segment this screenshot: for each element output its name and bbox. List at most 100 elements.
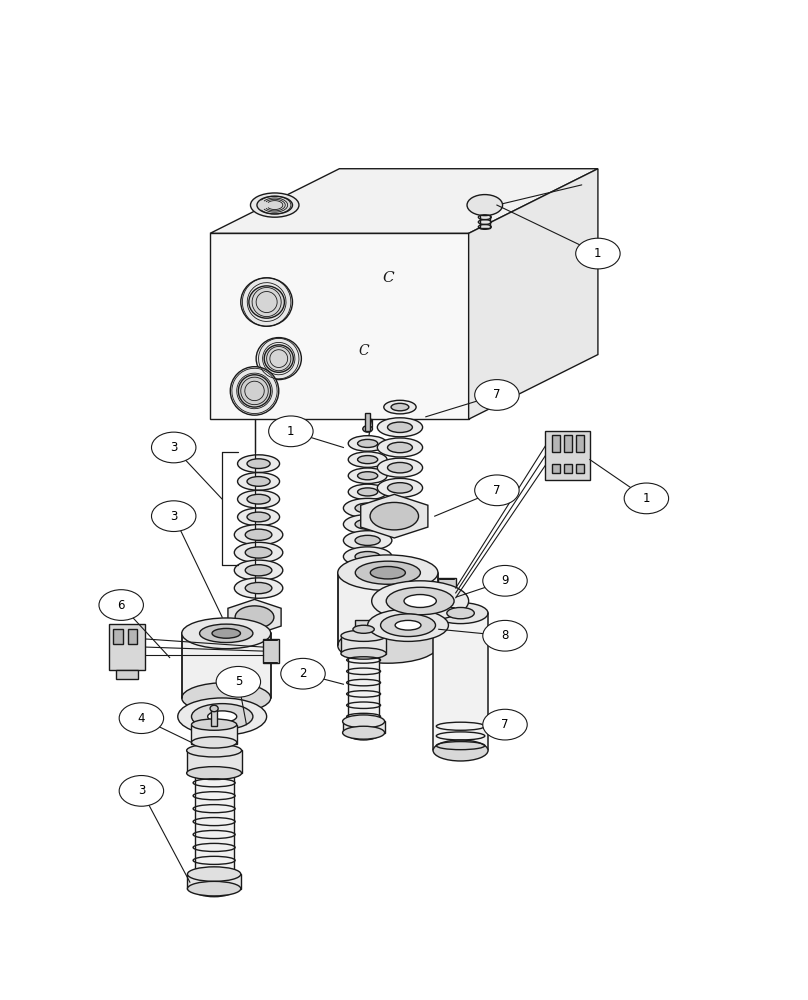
- Ellipse shape: [343, 498, 392, 518]
- Ellipse shape: [348, 484, 387, 500]
- Ellipse shape: [388, 442, 412, 453]
- Ellipse shape: [119, 776, 163, 806]
- Bar: [187, 874, 241, 889]
- Ellipse shape: [447, 607, 474, 619]
- Ellipse shape: [404, 595, 436, 607]
- Ellipse shape: [238, 375, 271, 407]
- Ellipse shape: [238, 508, 280, 526]
- Ellipse shape: [238, 455, 280, 472]
- Ellipse shape: [381, 614, 436, 637]
- Ellipse shape: [482, 565, 528, 596]
- Ellipse shape: [368, 609, 448, 641]
- Bar: [365, 413, 370, 431]
- Ellipse shape: [355, 503, 381, 513]
- Ellipse shape: [343, 547, 392, 566]
- Ellipse shape: [238, 490, 280, 508]
- Ellipse shape: [372, 581, 469, 621]
- Ellipse shape: [358, 456, 377, 464]
- Polygon shape: [228, 599, 281, 635]
- Ellipse shape: [388, 462, 412, 473]
- Ellipse shape: [433, 740, 488, 761]
- Ellipse shape: [246, 582, 271, 594]
- Bar: [128, 629, 137, 644]
- Ellipse shape: [230, 367, 279, 415]
- Ellipse shape: [363, 426, 372, 432]
- Ellipse shape: [247, 512, 270, 522]
- Ellipse shape: [386, 587, 454, 615]
- Ellipse shape: [348, 729, 379, 740]
- Ellipse shape: [152, 432, 196, 463]
- Ellipse shape: [247, 494, 270, 504]
- Ellipse shape: [475, 475, 519, 506]
- Ellipse shape: [343, 726, 385, 739]
- Polygon shape: [469, 169, 598, 419]
- Ellipse shape: [234, 542, 283, 563]
- Ellipse shape: [358, 488, 377, 496]
- Bar: [195, 773, 234, 890]
- Ellipse shape: [355, 519, 381, 529]
- Ellipse shape: [234, 578, 283, 598]
- Ellipse shape: [187, 767, 242, 780]
- Ellipse shape: [355, 552, 381, 562]
- Ellipse shape: [355, 568, 381, 578]
- Bar: [182, 633, 271, 698]
- Ellipse shape: [353, 625, 374, 633]
- Ellipse shape: [191, 704, 253, 729]
- Bar: [343, 721, 385, 733]
- Text: 2: 2: [299, 667, 307, 680]
- Text: 9: 9: [501, 574, 509, 587]
- Bar: [263, 639, 279, 663]
- Ellipse shape: [475, 380, 519, 410]
- Ellipse shape: [348, 452, 387, 467]
- Ellipse shape: [187, 881, 241, 896]
- Ellipse shape: [191, 737, 237, 748]
- Bar: [545, 431, 590, 480]
- Ellipse shape: [212, 628, 241, 638]
- Ellipse shape: [370, 502, 419, 530]
- Ellipse shape: [249, 286, 284, 318]
- Ellipse shape: [433, 603, 488, 624]
- Ellipse shape: [246, 529, 271, 540]
- Ellipse shape: [356, 561, 420, 584]
- Text: 7: 7: [501, 718, 509, 731]
- Text: 7: 7: [493, 484, 501, 497]
- Text: 8: 8: [501, 629, 509, 642]
- Ellipse shape: [281, 658, 325, 689]
- Polygon shape: [210, 169, 598, 233]
- Polygon shape: [360, 494, 428, 538]
- Ellipse shape: [191, 719, 237, 730]
- Text: C: C: [382, 271, 393, 285]
- Ellipse shape: [187, 744, 242, 757]
- Bar: [552, 435, 560, 452]
- Ellipse shape: [187, 867, 241, 881]
- Bar: [480, 213, 490, 228]
- Ellipse shape: [338, 628, 438, 663]
- Bar: [564, 464, 572, 473]
- Ellipse shape: [625, 483, 669, 514]
- Ellipse shape: [152, 501, 196, 532]
- Text: 1: 1: [642, 492, 650, 505]
- Ellipse shape: [235, 606, 274, 628]
- Text: 7: 7: [493, 388, 501, 401]
- Ellipse shape: [467, 195, 503, 216]
- Ellipse shape: [348, 436, 387, 451]
- Ellipse shape: [210, 705, 218, 712]
- Ellipse shape: [256, 338, 301, 380]
- Ellipse shape: [119, 703, 163, 734]
- Ellipse shape: [195, 884, 234, 897]
- Ellipse shape: [355, 535, 381, 545]
- Ellipse shape: [250, 193, 299, 217]
- Text: 4: 4: [137, 712, 145, 725]
- Ellipse shape: [391, 403, 409, 411]
- Ellipse shape: [246, 565, 271, 576]
- Text: 3: 3: [170, 510, 178, 523]
- Bar: [211, 708, 217, 726]
- Ellipse shape: [388, 422, 412, 433]
- Bar: [355, 620, 372, 631]
- Bar: [191, 725, 237, 744]
- Ellipse shape: [234, 525, 283, 545]
- Ellipse shape: [370, 566, 406, 579]
- Ellipse shape: [343, 715, 385, 728]
- Text: 1: 1: [594, 247, 602, 260]
- Ellipse shape: [264, 345, 293, 372]
